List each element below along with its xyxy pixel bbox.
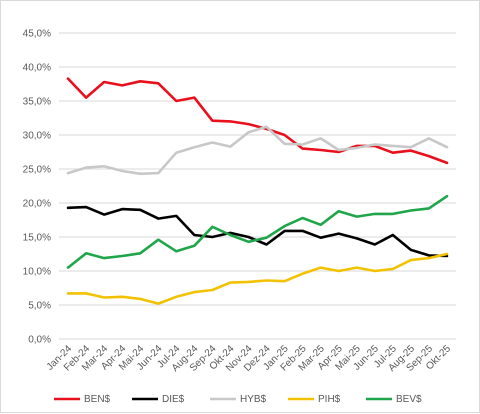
legend-label: DIE$ (162, 394, 185, 405)
y-tick-label: 45,0% (23, 29, 51, 40)
legend-item: BEN$ (54, 394, 111, 405)
legend-label: BEV$ (396, 394, 422, 405)
y-tick-label: 5,0% (28, 301, 51, 312)
legend-item: BEV$ (366, 394, 422, 405)
legend-label: PIH$ (318, 394, 341, 405)
series-line-bev (66, 194, 449, 269)
series-line-hyb (66, 125, 449, 176)
y-axis-ticks: 0,0% 5,0% 10,0% 15,0% 20,0% 25,0% 30,0% 35,0% 40… (23, 29, 51, 346)
y-tick-label: 0,0% (28, 335, 51, 346)
x-axis-ticks: Jan-24Feb-24Mar-24Apr-24Mai-24Jun-24Jul-… (45, 343, 454, 374)
legend-label: HYB$ (240, 394, 267, 405)
y-tick-label: 35,0% (23, 97, 51, 108)
legend-item: DIE$ (132, 394, 185, 405)
series-line-ben (66, 77, 449, 165)
y-tick-label: 40,0% (23, 63, 51, 74)
y-tick-label: 25,0% (23, 165, 51, 176)
y-tick-label: 10,0% (23, 267, 51, 278)
gridlines (59, 32, 456, 340)
y-tick-label: 30,0% (23, 131, 51, 142)
series-lines (66, 77, 449, 305)
y-tick-label: 15,0% (23, 233, 51, 244)
series-line-pih (66, 252, 449, 305)
y-tick-label: 20,0% (23, 199, 51, 210)
legend-item: HYB$ (210, 394, 267, 405)
legend-item: PIH$ (288, 394, 341, 405)
legend: BEN$ DIE$ HYB$ PIH$ BEV$ (54, 394, 422, 405)
legend-label: BEN$ (84, 394, 111, 405)
